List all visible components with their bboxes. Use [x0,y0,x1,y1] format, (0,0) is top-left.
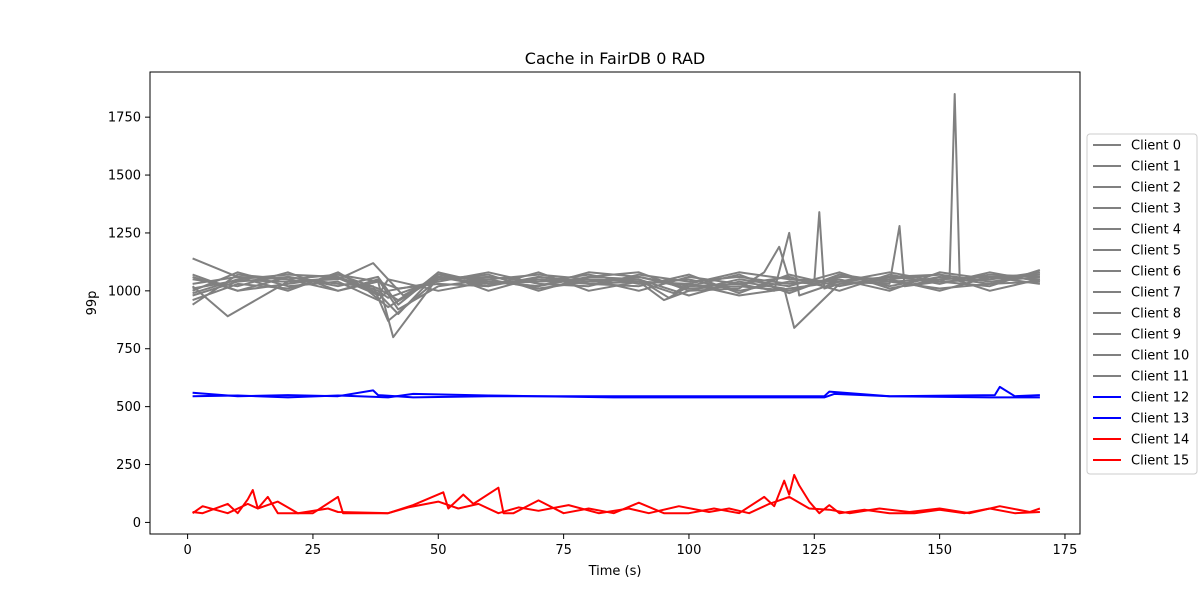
x-axis-label: Time (s) [588,564,642,579]
series-line-client-15 [192,473,1040,515]
y-tick-label: 0 [133,516,141,531]
legend-entry: Client 9 [1131,328,1181,343]
y-axis-ticks: 0 250 500 750 1000 1250 1500 1750 [108,111,150,531]
legend: Client 0 Client 1 Client 2 Client 3 Client 4… [1086,133,1198,475]
x-tick-label: 125 [802,543,827,558]
series-line-client-8 [192,271,1041,297]
y-tick-label: 250 [116,458,141,473]
legend-box [1086,133,1198,475]
x-tick-label: 0 [183,543,191,558]
x-tick-label: 50 [430,543,447,558]
legend-entry: Client 4 [1131,223,1181,238]
chart-title: Cache in FairDB 0 RAD [525,49,705,68]
legend-entry: Client 0 [1131,139,1181,154]
series-line-client-9 [192,271,1041,306]
y-tick-label: 750 [116,342,141,357]
x-tick-label: 175 [1053,543,1078,558]
series-line-client-10 [192,271,1041,299]
plot-frame [149,71,1081,535]
y-tick-label: 1500 [108,169,141,184]
y-tick-label: 1000 [108,284,141,299]
y-axis-label: 99p [85,291,100,316]
x-tick-label: 150 [927,543,952,558]
legend-entry: Client 7 [1131,286,1181,301]
legend-entry: Client 2 [1131,181,1181,196]
x-tick-label: 25 [305,543,322,558]
series-line-client-14 [192,495,1041,515]
x-tick-label: 100 [677,543,702,558]
legend-entry: Client 15 [1131,454,1189,469]
legend-entry: Client 3 [1131,202,1181,217]
legend-entry: Client 5 [1131,244,1181,259]
legend-entry: Client 14 [1131,433,1189,448]
legend-entry: Client 1 [1131,160,1181,175]
y-tick-label: 500 [116,400,141,415]
series-line-client-6 [192,271,1040,302]
series-line-client-13 [192,392,1040,399]
legend-entry: Client 13 [1131,412,1189,427]
y-tick-label: 1750 [108,111,141,126]
y-tick-label: 1250 [108,226,141,241]
series-line-client-11 [192,269,1041,306]
legend-entry: Client 6 [1131,265,1181,280]
legend-entry: Client 11 [1131,370,1189,385]
legend-entry: Client 12 [1131,391,1189,406]
x-tick-label: 75 [555,543,572,558]
plot-series [191,93,1041,515]
legend-entry: Client 10 [1131,349,1189,364]
x-axis-ticks: 0 25 50 75 100 125 150 175 [183,534,1077,558]
legend-entry: Client 8 [1131,307,1181,322]
